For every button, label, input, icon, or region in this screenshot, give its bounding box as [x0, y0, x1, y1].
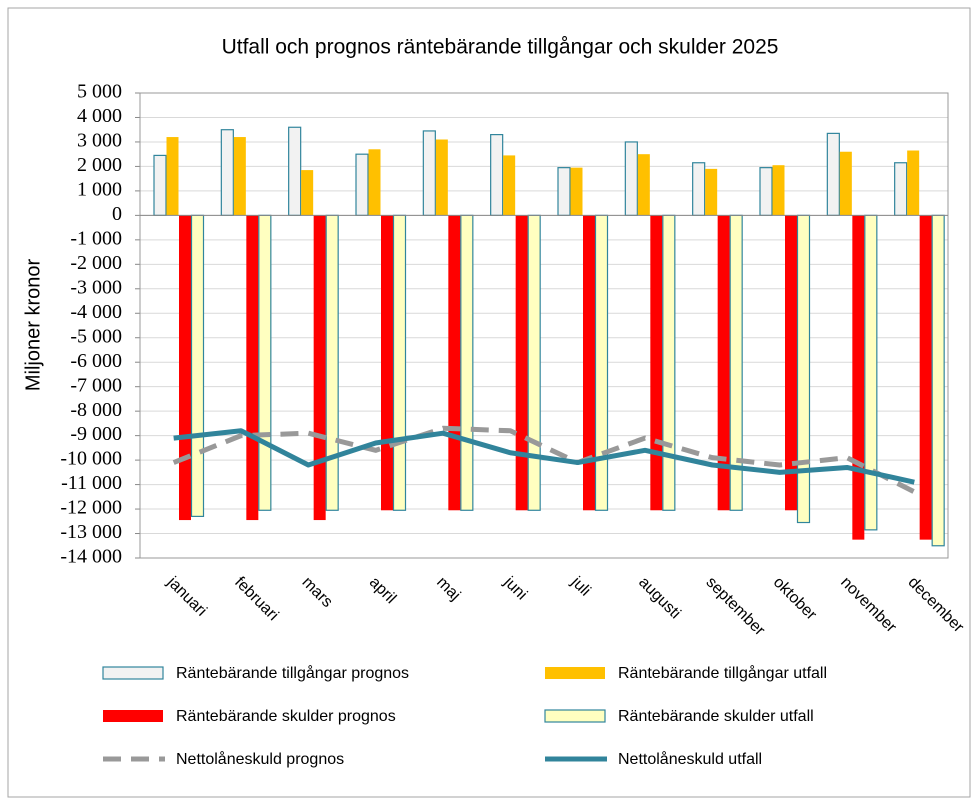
legend-swatch — [103, 710, 163, 722]
y-tick-label: 5 000 — [77, 81, 122, 103]
bar — [503, 155, 516, 216]
y-tick-label: 4 000 — [77, 105, 122, 127]
legend-label: Nettolåneskuld utfall — [618, 750, 762, 768]
bar — [557, 167, 571, 216]
legend-swatch — [545, 667, 605, 679]
bar — [435, 139, 448, 216]
bar — [717, 215, 730, 511]
bar — [515, 215, 528, 511]
line — [173, 428, 915, 485]
y-axis-title: Miljoner kronor — [22, 259, 44, 392]
bar — [392, 214, 407, 511]
bar — [381, 215, 393, 511]
bar — [527, 214, 541, 511]
bar — [313, 215, 326, 521]
bar — [220, 129, 234, 216]
legend-swatch — [102, 666, 164, 680]
y-tick-label: -10 000 — [60, 448, 122, 470]
legend-label: Räntebärande tillgångar prognos — [176, 664, 409, 682]
bar — [583, 215, 595, 511]
bar — [368, 149, 381, 216]
bar — [839, 151, 852, 216]
legend-swatch — [544, 709, 606, 723]
bar — [637, 154, 650, 216]
line — [172, 425, 916, 495]
bar — [624, 141, 638, 216]
y-tick-label: -2 000 — [70, 252, 122, 274]
bar — [355, 153, 369, 216]
bar — [919, 215, 932, 540]
bar — [448, 215, 461, 511]
y-tick-label: -11 000 — [61, 472, 122, 494]
y-tick-label: -8 000 — [70, 399, 122, 421]
y-tick-label: -4 000 — [70, 301, 122, 323]
legend-label: Räntebärande tillgångar utfall — [618, 664, 827, 682]
y-tick-label: -7 000 — [70, 374, 122, 396]
bar — [422, 130, 436, 216]
bar — [692, 162, 706, 216]
bar — [772, 165, 785, 216]
bar — [288, 126, 302, 216]
bar — [460, 214, 474, 511]
bar — [246, 215, 259, 521]
bar — [907, 150, 920, 216]
legend-label: Nettolåneskuld prognos — [176, 750, 344, 768]
y-tick-label: -6 000 — [70, 350, 122, 372]
bar — [864, 214, 878, 531]
y-tick-label: -9 000 — [70, 423, 122, 445]
bar — [662, 214, 676, 511]
bar — [931, 214, 945, 547]
bar — [570, 167, 583, 216]
y-tick-label: -5 000 — [70, 325, 122, 347]
y-tick-label: -1 000 — [70, 227, 122, 249]
y-tick-label: -14 000 — [60, 546, 122, 568]
bar — [179, 215, 191, 521]
bar — [759, 167, 773, 216]
bar — [325, 214, 339, 511]
bar — [258, 214, 272, 511]
bar — [796, 214, 811, 524]
bar — [826, 132, 840, 216]
bar — [594, 214, 609, 511]
plot-border — [139, 92, 949, 559]
y-tick-label: -12 000 — [60, 497, 122, 519]
y-tick-label: 3 000 — [77, 130, 122, 152]
bar — [650, 215, 663, 511]
bar — [785, 215, 797, 511]
legend-label: Räntebärande skulder utfall — [618, 708, 814, 725]
bar — [166, 137, 179, 216]
y-tick-label: -3 000 — [70, 276, 122, 298]
bar — [190, 214, 205, 517]
y-tick-label: 1 000 — [77, 178, 122, 200]
bar — [852, 215, 865, 540]
y-tick-label: 0 — [112, 203, 122, 225]
legend-label: Räntebärande skulder prognos — [176, 708, 396, 725]
bar — [894, 162, 908, 216]
bar — [301, 170, 314, 216]
bar — [153, 154, 167, 216]
y-tick-label: -13 000 — [60, 521, 122, 543]
bar — [233, 137, 246, 216]
bar — [705, 168, 718, 216]
bar — [490, 134, 504, 216]
chart-title: Utfall och prognos räntebärande tillgång… — [222, 36, 779, 59]
y-tick-label: 2 000 — [77, 154, 122, 176]
